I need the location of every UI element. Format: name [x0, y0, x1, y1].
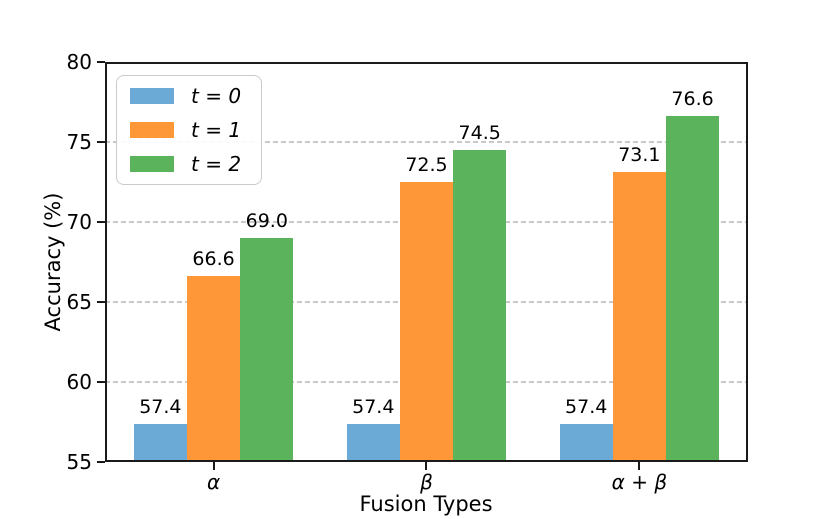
- x-tick-mark: [425, 462, 428, 470]
- bar-value-label: 76.6: [671, 88, 714, 111]
- legend-swatch: [130, 88, 174, 104]
- y-tick-label: 70: [66, 210, 92, 234]
- y-tick-mark: [97, 61, 105, 63]
- y-tick-mark: [97, 141, 105, 143]
- x-tick-label: α + β: [611, 470, 668, 494]
- x-tick-mark: [638, 462, 641, 470]
- bar-value-label: 69.0: [245, 210, 288, 232]
- legend-label: t = 1: [191, 118, 242, 142]
- bar-β-series0: [346, 423, 400, 462]
- gridline-y75: [105, 141, 748, 143]
- plot-area: t = 0 t = 1 t = 2 57.4 57.4 57.4 66.6 72.5 73.1…: [105, 62, 748, 462]
- bar-β-series1: [399, 182, 454, 462]
- x-tick-mark: [212, 462, 215, 470]
- legend-item: t = 0: [130, 86, 241, 106]
- bar-α + β-series1: [612, 172, 666, 462]
- y-tick-label: 55: [66, 450, 92, 474]
- x-tick-label: β: [420, 470, 433, 494]
- legend-label: t = 0: [191, 84, 242, 108]
- bar-β-series2: [453, 150, 507, 462]
- x-axis-title: Fusion Types: [359, 492, 493, 516]
- y-tick-mark: [97, 381, 105, 383]
- legend: t = 0 t = 1 t = 2: [116, 75, 263, 185]
- bar-value-label: 66.6: [192, 248, 235, 271]
- x-tick-label: α: [206, 470, 221, 494]
- bar-α-series2: [240, 238, 294, 462]
- y-tick-mark: [97, 301, 105, 303]
- bar-value-label: 57.4: [565, 395, 608, 418]
- legend-swatch: [130, 122, 174, 138]
- y-tick-mark: [97, 221, 105, 223]
- bar-value-label: 73.1: [618, 144, 661, 167]
- legend-item: t = 1: [130, 120, 241, 140]
- y-tick-label: 65: [66, 290, 92, 314]
- y-tick-label: 60: [66, 370, 92, 394]
- legend-item: t = 2: [130, 154, 241, 174]
- bar-α-series1: [186, 276, 241, 462]
- bar-value-label: 74.5: [458, 122, 501, 144]
- legend-swatch: [130, 156, 174, 172]
- bar-α + β-series0: [559, 423, 613, 462]
- legend-label: t = 2: [191, 152, 242, 176]
- bar-α + β-series2: [665, 116, 720, 462]
- bar-value-label: 72.5: [405, 154, 448, 176]
- y-tick-mark: [97, 461, 105, 463]
- y-tick-label: 75: [66, 130, 92, 154]
- bar-value-label: 57.4: [139, 395, 182, 418]
- y-tick-label: 80: [66, 50, 92, 74]
- bar-value-label: 57.4: [352, 395, 395, 418]
- bar-α-series0: [133, 423, 187, 462]
